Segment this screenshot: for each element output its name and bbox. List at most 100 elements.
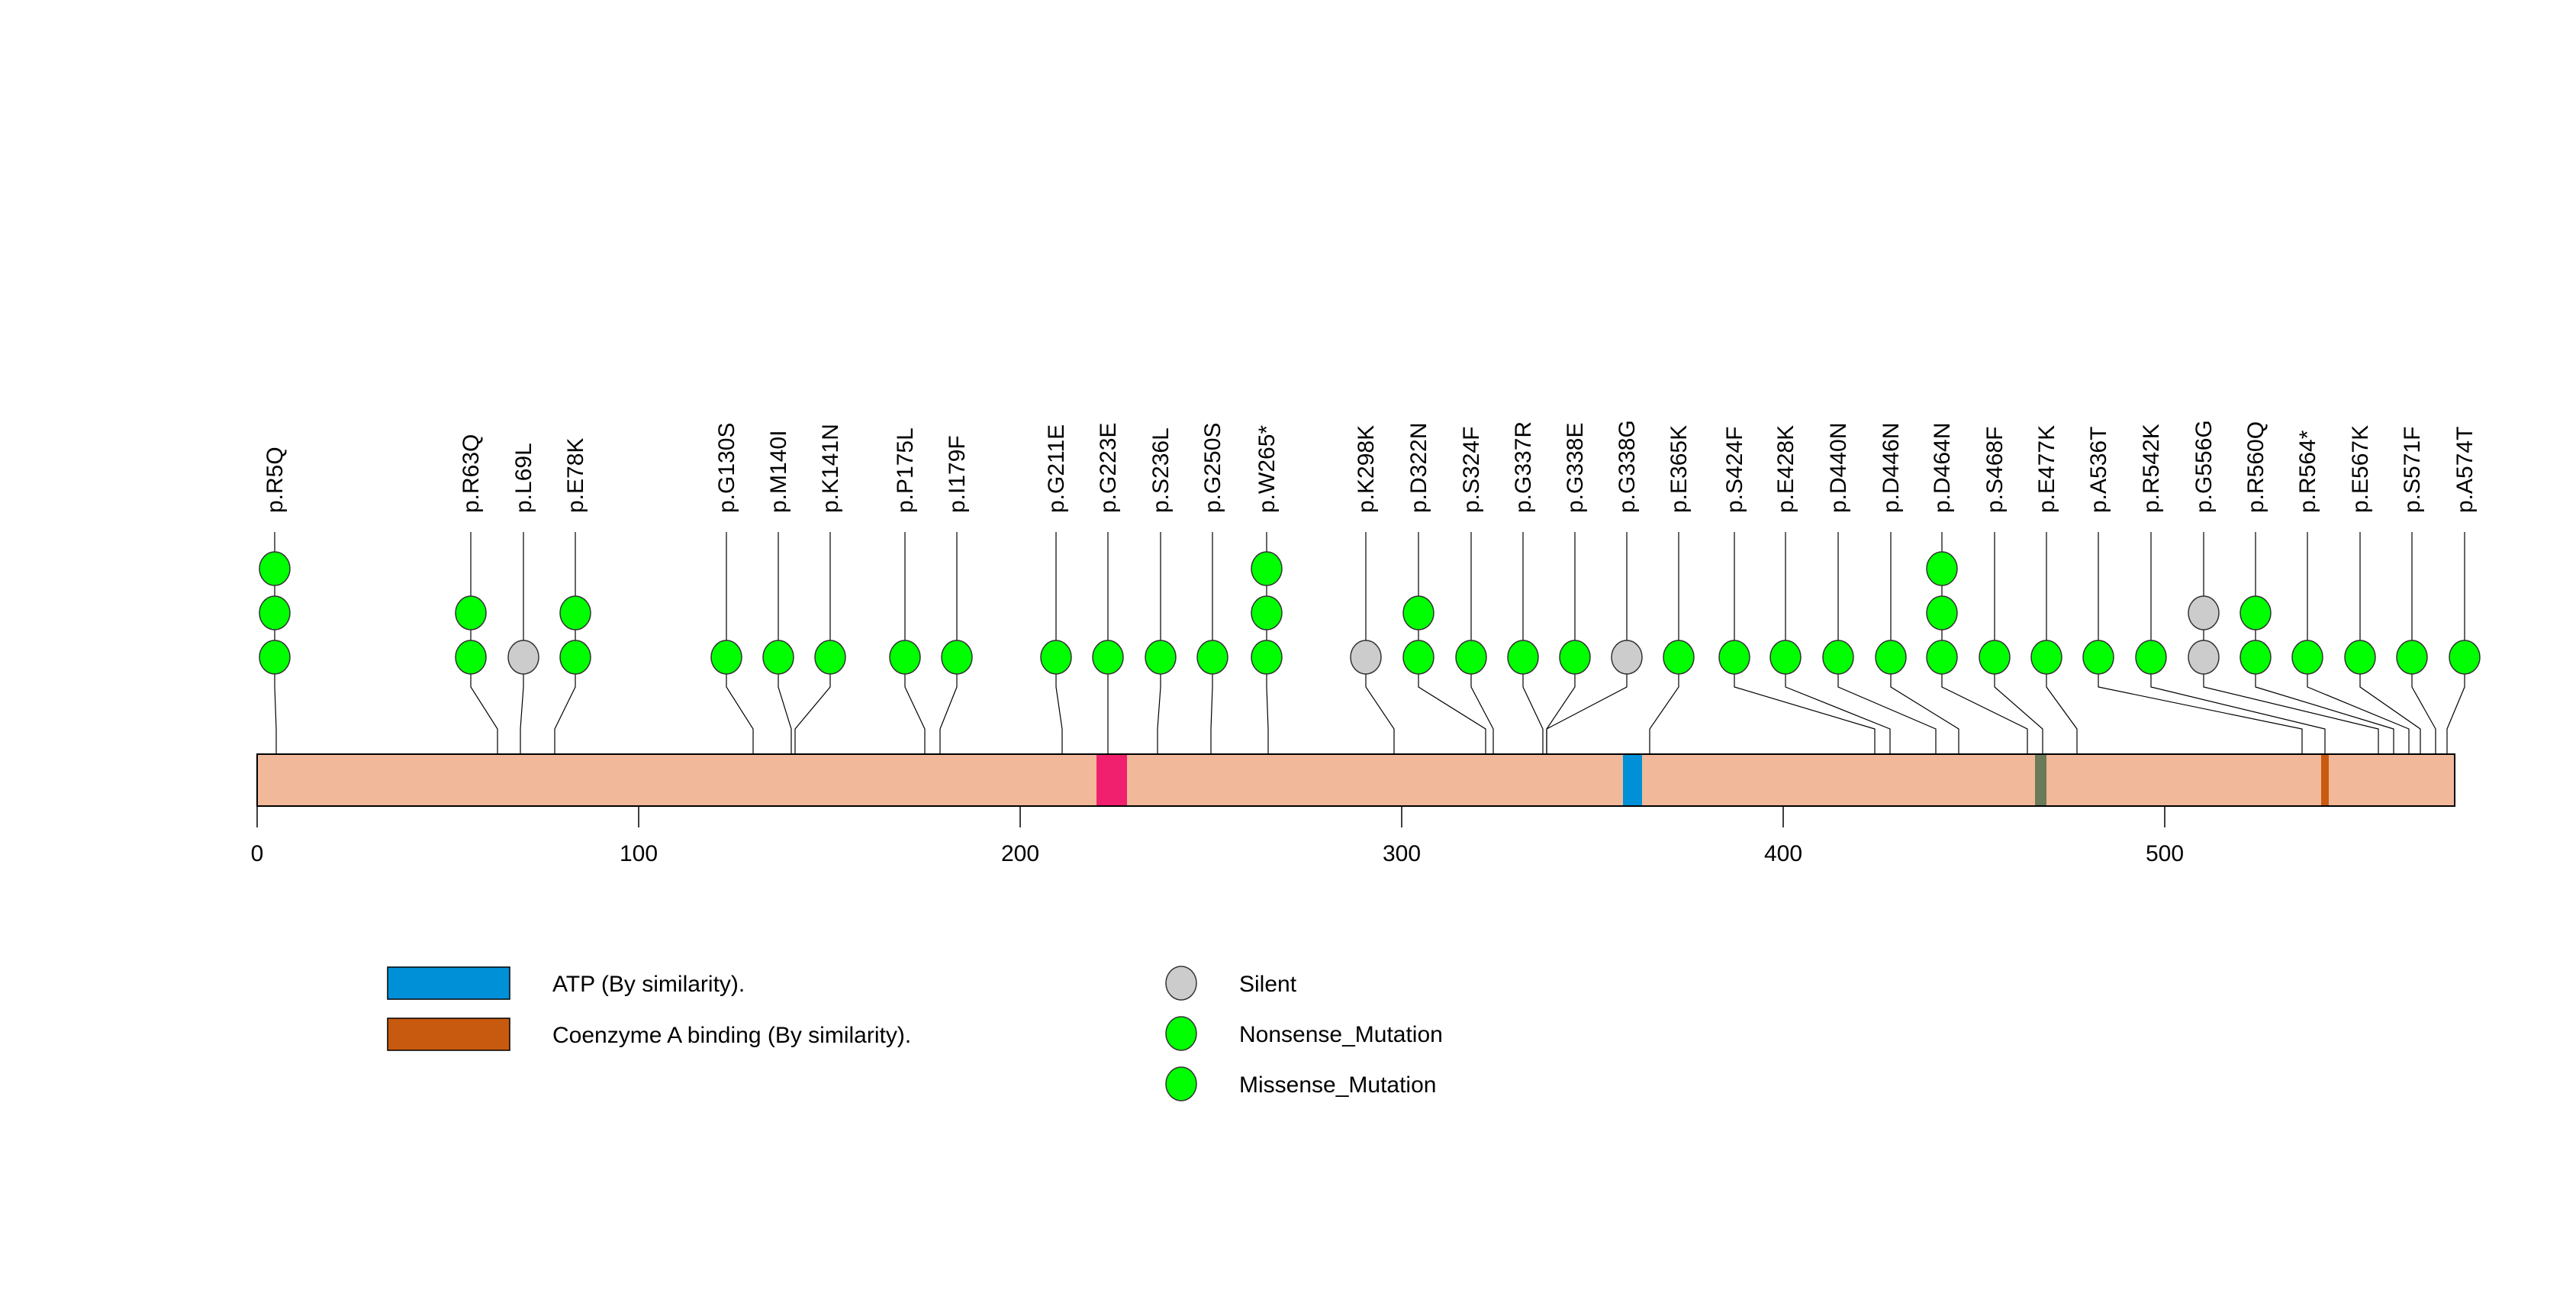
mutation-label: p.R560Q	[2243, 421, 2268, 513]
mutation-point[interactable]	[2082, 640, 2114, 675]
mutation-label: p.S424F	[1722, 427, 1747, 513]
axis-tick-label: 500	[2146, 841, 2184, 866]
mutation-point[interactable]	[1979, 640, 2011, 675]
mutation-label: p.D322N	[1406, 423, 1431, 513]
mutation-point[interactable]	[1455, 640, 1487, 675]
mutation-label: p.K298K	[1354, 425, 1379, 513]
mutation-point[interactable]	[1251, 595, 1283, 630]
legend-domain-label: Coenzyme A binding (By similarity).	[552, 1023, 911, 1048]
mutation-point[interactable]	[1145, 640, 1177, 675]
mutation-point[interactable]	[2135, 640, 2167, 675]
legend-mutation-label: Nonsense_Mutation	[1239, 1022, 1443, 1047]
legend: ATP (By similarity). Coenzyme A binding (…	[387, 966, 1443, 1101]
mutation-label: p.R564*	[2295, 430, 2320, 513]
mutation-point[interactable]	[1718, 640, 1750, 675]
mutation-point[interactable]	[1926, 640, 1958, 675]
mutation-label: p.G223E	[1096, 423, 1121, 513]
mutation-point[interactable]	[2030, 640, 2062, 675]
mutation-point[interactable]	[2188, 640, 2220, 675]
legend-mutation-marker	[1165, 966, 1197, 1001]
mutation-point[interactable]	[2396, 640, 2428, 675]
mutation-point[interactable]	[1875, 640, 1907, 675]
mutation-point[interactable]	[1663, 640, 1695, 675]
legend-mutation-marker	[1165, 1066, 1197, 1101]
mutation-point[interactable]	[1251, 551, 1283, 586]
mutation-point[interactable]	[2188, 595, 2220, 630]
legend-domain-swatch	[387, 1017, 510, 1051]
mutation-label: p.R5Q	[262, 447, 288, 513]
x-axis: 0 100 200 300 400 500	[251, 806, 2184, 866]
mutation-label: p.R63Q	[459, 434, 484, 513]
mutation-label: p.A574T	[2452, 427, 2478, 513]
domain-region	[2035, 755, 2046, 805]
mutation-point[interactable]	[814, 640, 846, 675]
mutation-label: p.A536T	[2086, 427, 2111, 513]
mutation-label: p.G250S	[1200, 423, 1225, 513]
mutation-label: p.G556G	[2191, 420, 2217, 513]
axis-tick-label: 400	[1764, 841, 1802, 866]
mutation-point[interactable]	[2344, 640, 2376, 675]
mutation-label: p.G338E	[1563, 423, 1588, 513]
mutation-point[interactable]	[1926, 551, 1958, 586]
mutation-label: p.W265*	[1254, 425, 1280, 513]
mutation-point[interactable]	[1402, 640, 1435, 675]
mutation-label: p.D446N	[1879, 423, 1904, 513]
mutation-point[interactable]	[1196, 640, 1228, 675]
mutation-point[interactable]	[1822, 640, 1854, 675]
axis-tick-label: 100	[620, 841, 658, 866]
domain-region	[1623, 755, 1642, 805]
mutation-point[interactable]	[559, 640, 591, 675]
mutation-point[interactable]	[1611, 640, 1643, 675]
mutation-point[interactable]	[259, 595, 291, 630]
legend-domain-label: ATP (By similarity).	[552, 972, 745, 997]
mutation-point[interactable]	[2449, 640, 2481, 675]
mutation-point[interactable]	[1040, 640, 1072, 675]
domain-region	[2321, 755, 2329, 805]
mutation-label: p.D464N	[1930, 423, 1955, 513]
mutation-point[interactable]	[1559, 640, 1591, 675]
mutation-label: p.G211E	[1044, 424, 1069, 513]
mutation-point[interactable]	[889, 640, 921, 675]
mutation-label: p.G337R	[1511, 421, 1536, 513]
mutation-lollipops	[259, 551, 2481, 675]
mutation-point[interactable]	[1350, 640, 1382, 675]
axis-tick-label: 0	[251, 841, 264, 866]
mutation-labels: p.R5Q p.R63Q p.L69L p.E78K p.G130S p.M140I p.K…	[262, 420, 2478, 513]
mutation-point[interactable]	[455, 595, 487, 630]
mutation-label: p.P175L	[893, 427, 918, 513]
axis-tick-label: 200	[1001, 841, 1039, 866]
mutation-point[interactable]	[2240, 640, 2272, 675]
mutation-label: p.S236L	[1148, 427, 1174, 513]
mutation-label: p.M140I	[766, 431, 791, 513]
mutation-point[interactable]	[1769, 640, 1802, 675]
mutation-label: p.S324F	[1459, 427, 1484, 513]
mutation-point[interactable]	[559, 595, 591, 630]
mutation-point[interactable]	[1251, 640, 1283, 675]
mutation-point[interactable]	[941, 640, 973, 675]
mutation-label: p.R542K	[2139, 424, 2164, 513]
mutation-point[interactable]	[710, 640, 742, 675]
mutation-point[interactable]	[2291, 640, 2323, 675]
mutation-point[interactable]	[1507, 640, 1539, 675]
mutation-point[interactable]	[507, 640, 539, 675]
mutation-label: p.G130S	[714, 423, 739, 513]
mutation-label: p.S571F	[2400, 427, 2425, 513]
mutation-label: p.I179F	[945, 435, 970, 513]
mutation-point[interactable]	[1402, 595, 1435, 630]
mutation-label: p.E477K	[2034, 425, 2059, 513]
mutation-point[interactable]	[455, 640, 487, 675]
mutation-point[interactable]	[1092, 640, 1124, 675]
mutation-label: p.K141N	[818, 424, 843, 513]
mutation-label: p.D440N	[1826, 423, 1851, 513]
legend-mutation-marker	[1165, 1016, 1197, 1051]
protein-bar-group	[256, 753, 2455, 807]
domain-region	[1096, 755, 1127, 805]
mutation-point[interactable]	[2240, 595, 2272, 630]
mutation-point[interactable]	[259, 551, 291, 586]
mutation-point[interactable]	[762, 640, 794, 675]
mutation-point[interactable]	[1926, 595, 1958, 630]
mutation-label: p.E428K	[1773, 425, 1798, 513]
protein-bar	[256, 753, 2455, 807]
mutation-point[interactable]	[259, 640, 291, 675]
